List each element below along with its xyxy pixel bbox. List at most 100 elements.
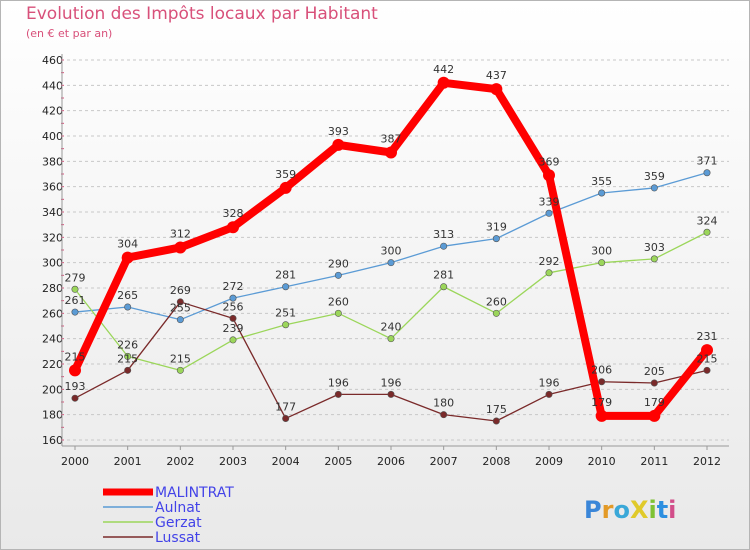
x-tick-label: 2008: [482, 455, 510, 468]
data-point: [437, 76, 450, 89]
data-label: 272: [223, 280, 244, 293]
data-point: [598, 189, 606, 197]
x-tick-label: 2011: [640, 455, 668, 468]
data-label: 290: [328, 257, 349, 270]
data-label: 260: [486, 295, 507, 308]
legend-label-lussat: Lussat: [155, 530, 201, 546]
x-tick-label: 2010: [588, 455, 616, 468]
legend-label-gerzat: Gerzat: [155, 515, 202, 531]
legend-label-aulnat: Aulnat: [155, 500, 201, 516]
data-label: 387: [381, 132, 402, 145]
data-label: 324: [697, 214, 718, 227]
data-point: [595, 409, 608, 422]
chart-title: Evolution des Impôts locaux par Habitant: [26, 4, 378, 24]
data-point: [176, 316, 184, 324]
logo-letter: i: [648, 496, 656, 524]
data-label: 281: [275, 269, 296, 282]
x-tick-label: 2000: [61, 455, 89, 468]
y-tick-label: 260: [42, 307, 63, 320]
data-point: [492, 309, 500, 317]
data-point: [124, 366, 132, 374]
y-tick-label: 440: [42, 79, 63, 92]
data-label: 255: [170, 302, 191, 315]
y-tick-label: 240: [42, 333, 63, 346]
data-label: 442: [433, 63, 454, 76]
data-point: [387, 390, 395, 398]
data-point: [703, 228, 711, 236]
data-label: 196: [539, 376, 560, 389]
data-point: [229, 336, 237, 344]
logo-letter: o: [613, 496, 630, 524]
data-label: 251: [275, 307, 296, 320]
data-point: [124, 352, 132, 360]
data-label: 260: [328, 295, 349, 308]
data-label: 196: [328, 376, 349, 389]
y-tick-label: 340: [42, 206, 63, 219]
x-tick-label: 2012: [693, 455, 721, 468]
data-point: [703, 366, 711, 374]
data-point: [650, 184, 658, 192]
logo-letter: X: [630, 496, 649, 524]
data-point: [543, 169, 555, 182]
data-label: 304: [117, 238, 138, 251]
data-label: 319: [486, 221, 507, 234]
y-tick-label: 180: [42, 409, 63, 422]
data-label: 215: [697, 352, 718, 365]
y-tick-label: 160: [42, 434, 63, 447]
chart-subtitle: (en € et par an): [26, 27, 113, 40]
data-label: 215: [170, 352, 191, 365]
data-point: [440, 411, 448, 419]
x-tick-label: 2002: [166, 455, 194, 468]
data-label: 371: [697, 155, 718, 168]
data-point: [387, 259, 395, 267]
data-point: [387, 335, 395, 343]
data-label: 205: [644, 365, 665, 378]
logo-letter: t: [657, 496, 668, 524]
y-tick-label: 380: [42, 155, 63, 168]
logo-letter: P: [584, 496, 602, 524]
legend-label-malintrat: MALINTRAT: [155, 485, 234, 501]
data-point: [282, 414, 290, 422]
data-point: [71, 394, 79, 402]
data-point: [492, 417, 500, 425]
data-point: [334, 390, 342, 398]
x-tick-label: 2006: [377, 455, 405, 468]
data-point: [229, 314, 237, 322]
x-tick-label: 2004: [272, 455, 300, 468]
data-point: [598, 259, 606, 267]
y-tick-label: 420: [42, 105, 63, 118]
data-point: [69, 364, 81, 377]
data-point: [227, 221, 239, 234]
data-label: 355: [591, 175, 612, 188]
data-label: 179: [591, 396, 612, 409]
data-label: 359: [275, 168, 296, 181]
data-label: 312: [170, 227, 191, 240]
x-tick-label: 2009: [535, 455, 563, 468]
data-label: 279: [65, 271, 86, 284]
axes: 160 180 200 220 240 260 280 300 320 340 360 380 400 4…: [42, 54, 729, 468]
data-point: [545, 209, 553, 217]
x-tick-label: 2001: [114, 455, 142, 468]
data-label: 239: [223, 322, 244, 335]
y-tick-label: 300: [42, 257, 63, 270]
data-point: [490, 83, 503, 96]
data-point: [332, 138, 345, 151]
data-point: [703, 169, 711, 177]
data-point: [176, 366, 184, 374]
data-point: [71, 285, 79, 293]
data-point: [598, 378, 606, 386]
data-label: 193: [65, 380, 86, 393]
data-label: 269: [170, 284, 191, 297]
series-lines: [69, 76, 713, 425]
data-point: [282, 321, 290, 329]
data-label: 265: [117, 289, 138, 302]
data-point: [701, 344, 713, 357]
data-label: 261: [65, 294, 86, 307]
logo-letter: i: [668, 496, 676, 524]
data-labels: 261 265 255 272 281 290 300 313 319 339 355 359 371 2…: [65, 63, 718, 416]
data-point: [229, 294, 237, 302]
y-tick-label: 460: [42, 54, 63, 67]
